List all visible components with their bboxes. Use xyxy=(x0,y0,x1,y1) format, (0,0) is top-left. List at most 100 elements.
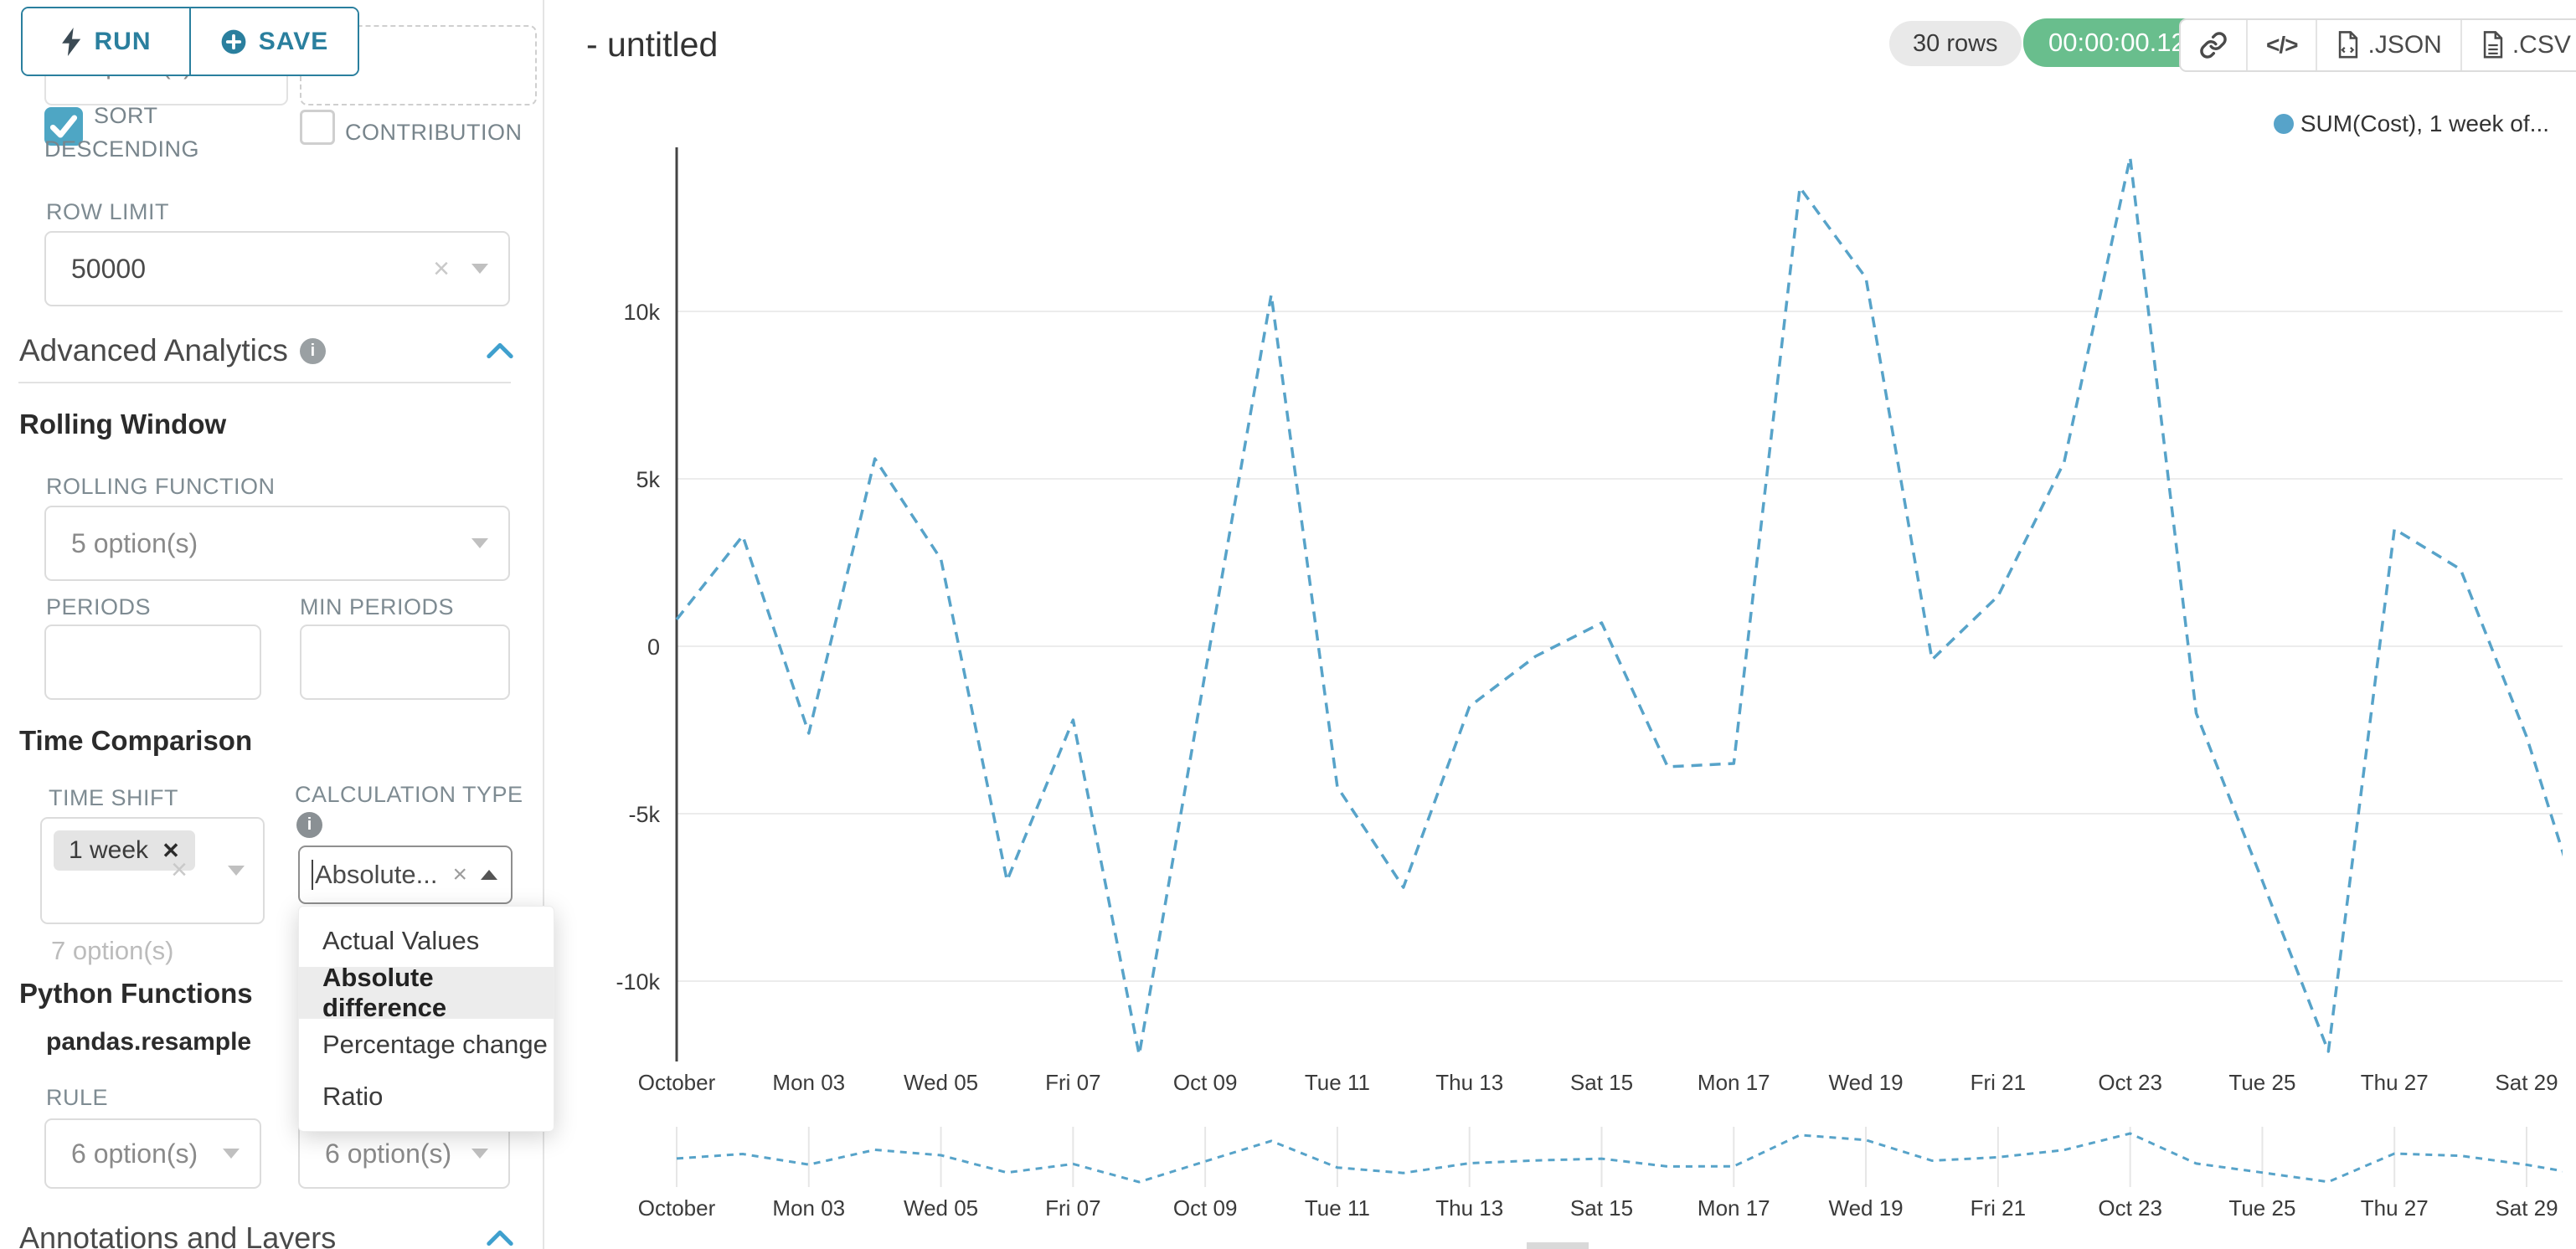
mini-x-axis-tick-label: Oct 09 xyxy=(1173,1195,1238,1221)
info-icon: i xyxy=(299,337,326,364)
time-shift-tag[interactable]: 1 week ✕ xyxy=(54,830,195,871)
sort-descending-label: SORT DESCENDING xyxy=(44,103,200,162)
mini-x-axis-tick-label: Mon 03 xyxy=(772,1195,845,1221)
dropdown-option-ratio[interactable]: Ratio xyxy=(322,1082,384,1111)
mini-x-axis-tick-label: Thu 27 xyxy=(2361,1195,2429,1221)
clear-icon[interactable]: × xyxy=(433,253,450,285)
mini-x-axis-tick-label: Fri 07 xyxy=(1045,1195,1100,1221)
y-axis-tick-label: -5k xyxy=(628,802,660,827)
horizontal-scrollbar-thumb[interactable] xyxy=(1527,1242,1589,1249)
y-axis-tick-label: 10k xyxy=(623,300,660,325)
run-button-label: RUN xyxy=(94,27,152,55)
rule-select[interactable]: 6 option(s) xyxy=(44,1118,261,1189)
panel-divider xyxy=(543,0,544,1249)
mini-series-line xyxy=(676,1132,2563,1184)
mini-x-axis-tick-label: Oct 23 xyxy=(2098,1195,2162,1221)
chart-actions-toolbar: </> .JSON .CSV xyxy=(2179,18,2576,72)
mini-x-axis-tick-label: Wed 19 xyxy=(1829,1195,1904,1221)
chevron-down-icon[interactable] xyxy=(471,1149,488,1159)
x-axis-tick-label: Mon 17 xyxy=(1698,1070,1770,1095)
periods-input[interactable] xyxy=(44,624,261,700)
save-button-label: SAVE xyxy=(258,27,329,55)
mini-x-axis-tick-label: Thu 13 xyxy=(1435,1195,1503,1221)
mini-x-axis-tick-label: Tue 25 xyxy=(2228,1195,2295,1221)
clear-icon[interactable]: × xyxy=(171,854,188,886)
chevron-down-icon[interactable] xyxy=(228,866,245,876)
sort-descending-checkbox[interactable] xyxy=(44,107,83,146)
export-csv-button[interactable]: .CSV xyxy=(2460,20,2576,70)
time-shift-select[interactable]: 1 week ✕ × xyxy=(40,817,265,924)
time-shift-tag-label: 1 week xyxy=(69,836,149,864)
chart-legend[interactable]: SUM(Cost), 1 week of... xyxy=(2273,111,2549,137)
plus-circle-icon xyxy=(221,29,246,54)
rolling-window-title: Rolling Window xyxy=(19,409,227,439)
min-periods-input[interactable] xyxy=(300,624,510,700)
x-axis-tick-label: Mon 03 xyxy=(772,1070,845,1095)
row-limit-label: ROW LIMIT xyxy=(46,199,169,224)
x-axis-tick-label: Wed 19 xyxy=(1829,1070,1904,1095)
rolling-function-select[interactable]: 5 option(s) xyxy=(44,506,510,581)
x-axis-tick-label: Oct 23 xyxy=(2098,1070,2162,1095)
periods-label: PERIODS xyxy=(46,594,152,619)
x-axis-tick-label: Sat 29 xyxy=(2495,1070,2558,1095)
lightning-bolt-icon xyxy=(61,27,80,56)
collapse-chevron-up-icon[interactable] xyxy=(486,342,514,360)
legend-series-dot xyxy=(2273,114,2294,134)
run-button[interactable]: RUN xyxy=(23,8,189,75)
advanced-analytics-title: Advanced Analytics xyxy=(19,333,288,368)
rolling-function-label: ROLLING FUNCTION xyxy=(46,474,276,499)
mini-x-axis-tick-label: Sat 15 xyxy=(1570,1195,1633,1221)
remove-tag-icon[interactable]: ✕ xyxy=(162,837,180,863)
chevron-up-icon[interactable] xyxy=(481,870,497,880)
chevron-down-icon[interactable] xyxy=(471,538,488,548)
time-shift-hint: 7 option(s) xyxy=(51,936,174,965)
chart-title[interactable]: - untitled xyxy=(586,25,719,64)
json-file-icon xyxy=(2339,31,2358,59)
contribution-label: CONTRIBUTION xyxy=(345,120,523,145)
x-axis-tick-label: Fri 07 xyxy=(1045,1070,1100,1095)
text-cursor xyxy=(312,860,313,890)
contribution-checkbox[interactable] xyxy=(300,110,335,145)
dropdown-option-actual-values[interactable]: Actual Values xyxy=(322,926,480,955)
json-button-label: .JSON xyxy=(2367,31,2442,59)
view-query-button[interactable]: </> xyxy=(2246,20,2316,70)
x-axis-tick-label: Oct 09 xyxy=(1173,1070,1238,1095)
x-axis-tick-label: Tue 11 xyxy=(1305,1070,1370,1095)
rolling-function-value: 5 option(s) xyxy=(71,527,198,558)
legend-series-label: SUM(Cost), 1 week of... xyxy=(2300,111,2549,136)
pandas-resample-label: pandas.resample xyxy=(46,1028,252,1056)
advanced-analytics-header[interactable]: Advanced Analytics i xyxy=(19,333,326,368)
mini-x-axis-tick-label: Mon 17 xyxy=(1698,1195,1770,1221)
mini-x-axis-tick-label: October xyxy=(638,1195,716,1221)
x-axis-tick-label: October xyxy=(638,1070,716,1095)
mini-x-axis-tick-label: Fri 21 xyxy=(1971,1195,2026,1221)
annotations-layers-header[interactable]: Annotations and Layers xyxy=(19,1221,336,1249)
dropdown-option-absolute-difference[interactable]: Absolute difference xyxy=(299,963,554,1022)
dropdown-option-percentage-change[interactable]: Percentage change xyxy=(322,1030,548,1059)
row-limit-select[interactable]: 50000 × xyxy=(44,231,510,306)
mini-x-axis-tick-label: Wed 05 xyxy=(904,1195,978,1221)
row-count-badge: 30 rows xyxy=(1889,21,2022,66)
time-shift-label: TIME SHIFT xyxy=(49,785,178,810)
collapse-chevron-up-icon[interactable] xyxy=(486,1229,514,1247)
calculation-type-select[interactable]: Absolute... × xyxy=(298,846,513,904)
link-icon xyxy=(2200,32,2227,59)
clear-icon[interactable]: × xyxy=(452,861,467,888)
export-json-button[interactable]: .JSON xyxy=(2316,20,2460,70)
save-button[interactable]: SAVE xyxy=(189,8,358,75)
mini-x-axis-tick-label: Sat 29 xyxy=(2495,1195,2558,1221)
chevron-down-icon[interactable] xyxy=(471,264,488,274)
series-line xyxy=(675,156,2563,1056)
rule-value: 6 option(s) xyxy=(71,1138,198,1169)
chevron-down-icon[interactable] xyxy=(223,1149,240,1159)
y-axis-tick-label: -10k xyxy=(616,969,660,995)
x-axis-tick-label: Sat 15 xyxy=(1570,1070,1633,1095)
python-functions-title: Python Functions xyxy=(19,978,253,1009)
share-link-button[interactable] xyxy=(2181,20,2246,70)
info-icon: i xyxy=(296,812,322,838)
checkmark-icon xyxy=(49,115,78,138)
code-icon: </> xyxy=(2266,32,2298,58)
calculation-type-dropdown: Actual Values Absolute difference Percen… xyxy=(298,906,554,1132)
time-comparison-title: Time Comparison xyxy=(19,725,253,756)
